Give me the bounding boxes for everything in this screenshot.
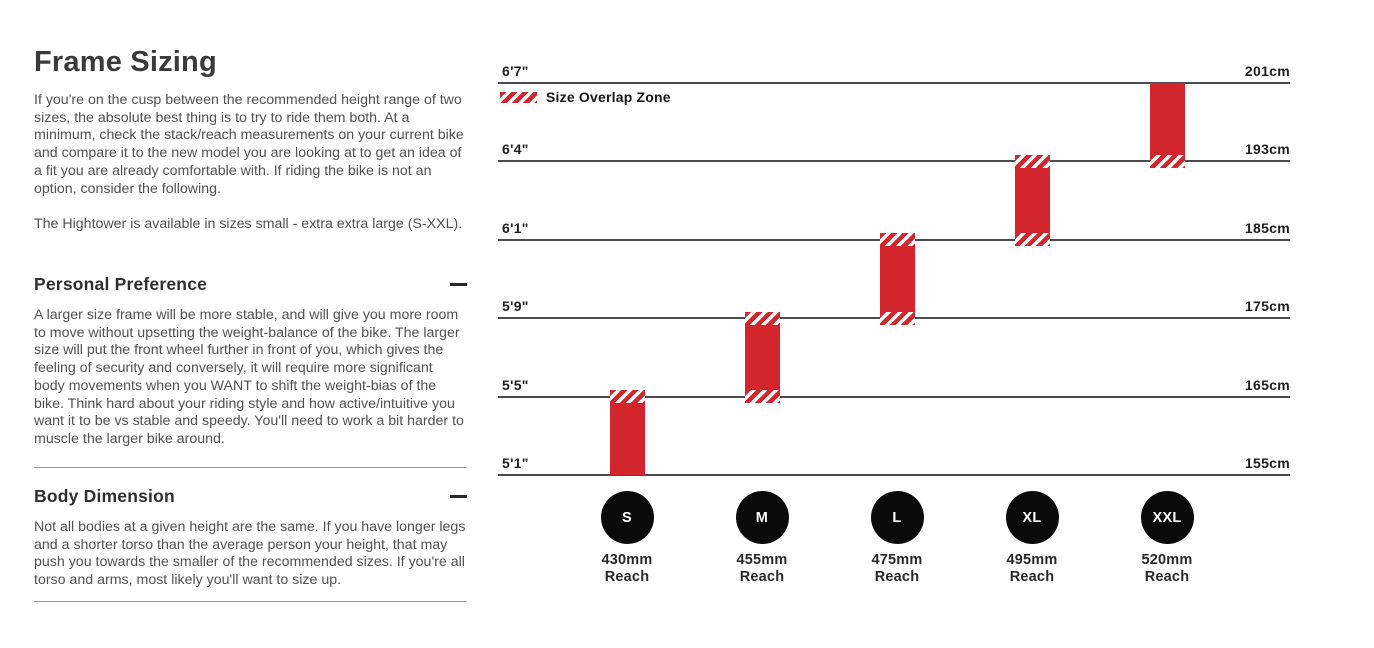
overlap-zone-hatch — [744, 311, 780, 325]
body-dimension-body: Not all bodies at a given height are the… — [34, 519, 466, 589]
size-label: L — [892, 509, 902, 526]
page-title: Frame Sizing — [34, 46, 217, 78]
height-tick-imperial: 6'4" — [502, 141, 529, 158]
height-tick-imperial: 5'1" — [502, 455, 529, 471]
size-circle-m: M — [735, 491, 789, 544]
overlap-zone-hatch — [879, 233, 915, 247]
height-tick-imperial: 5'9" — [502, 298, 529, 315]
section-heading-personal-preference: Personal Preference — [34, 274, 208, 294]
size-bar-xl — [1014, 154, 1050, 247]
gridline — [498, 82, 1290, 84]
personal-preference-body: A larger size frame will be more stable,… — [34, 307, 464, 447]
availability-paragraph: The Hightower is available in sizes smal… — [34, 216, 463, 232]
reach-word: Reach — [1144, 569, 1190, 585]
reach-label-m: 455mm Reach — [702, 552, 822, 586]
chart-legend: Size Overlap Zone — [500, 89, 671, 105]
height-tick-imperial: 6'7" — [502, 63, 529, 79]
body-dimension-collapse-button[interactable] — [443, 488, 467, 506]
legend-label: Size Overlap Zone — [546, 89, 671, 105]
minus-icon — [450, 494, 467, 499]
size-label: S — [622, 509, 632, 526]
size-circle-s: S — [600, 491, 654, 544]
height-tick-metric: 185cm — [1244, 219, 1290, 236]
recommended-range-solid — [609, 403, 645, 475]
overlap-zone-hatch — [609, 390, 645, 404]
reach-word: Reach — [874, 569, 920, 585]
reach-label-xxl: 520mm Reach — [1107, 552, 1227, 586]
recommended-range-solid — [1149, 83, 1185, 155]
gridline — [498, 395, 1290, 398]
overlap-zone-hatch — [744, 390, 780, 404]
size-label: XL — [1022, 509, 1042, 526]
reach-word: Reach — [604, 569, 650, 585]
height-tick-metric: 193cm — [1244, 141, 1290, 158]
overlap-zone-hatch — [1014, 154, 1050, 168]
gridline — [498, 474, 1290, 476]
intro-paragraph: If you're on the cusp between the recomm… — [34, 92, 464, 197]
accordion-header-personal-preference[interactable]: Personal Preference — [34, 274, 467, 295]
size-circle-xl: XL — [1005, 491, 1059, 544]
reach-value: 455mm — [736, 552, 788, 568]
reach-label-s: 430mm Reach — [567, 552, 687, 586]
reach-value: 430mm — [601, 552, 653, 568]
size-label: XXL — [1152, 509, 1182, 526]
section-divider — [34, 467, 467, 468]
recommended-range-solid — [879, 246, 915, 312]
reach-value: 475mm — [871, 552, 923, 568]
size-circle-xxl: XXL — [1140, 491, 1194, 544]
size-bar-m — [744, 311, 780, 404]
section-heading-body-dimension: Body Dimension — [34, 486, 175, 506]
height-tick-imperial: 5'5" — [502, 376, 529, 393]
reach-word: Reach — [1009, 569, 1055, 585]
size-label: M — [755, 509, 769, 526]
overlap-zone-hatch — [879, 311, 915, 325]
section-divider — [34, 601, 467, 602]
overlap-hatch-swatch-icon — [500, 91, 537, 103]
height-tick-metric: 155cm — [1244, 455, 1290, 471]
overlap-zone-hatch — [1149, 154, 1185, 168]
height-tick-imperial: 6'1" — [502, 219, 529, 236]
height-tick-metric: 201cm — [1244, 63, 1290, 79]
size-chart: Size Overlap Zone 6'7" 201cm 6'4" 193cm 6'1"… — [498, 0, 1290, 648]
size-circle-l: L — [870, 491, 924, 544]
recommended-range-solid — [744, 324, 780, 391]
size-bar-s — [609, 390, 645, 475]
gridline — [498, 160, 1290, 163]
size-bar-xxl — [1149, 83, 1185, 168]
personal-preference-collapse-button[interactable] — [443, 276, 467, 294]
reach-value: 495mm — [1006, 552, 1058, 568]
reach-word: Reach — [739, 569, 785, 585]
reach-label-xl: 495mm Reach — [972, 552, 1092, 586]
size-bar-l — [879, 233, 915, 325]
reach-label-l: 475mm Reach — [837, 552, 957, 586]
recommended-range-solid — [1014, 167, 1050, 234]
accordion-header-body-dimension[interactable]: Body Dimension — [34, 486, 467, 507]
height-tick-metric: 165cm — [1244, 376, 1290, 393]
minus-icon — [450, 282, 467, 287]
overlap-zone-hatch — [1014, 233, 1050, 247]
reach-value: 520mm — [1141, 552, 1193, 568]
height-tick-metric: 175cm — [1244, 298, 1290, 315]
